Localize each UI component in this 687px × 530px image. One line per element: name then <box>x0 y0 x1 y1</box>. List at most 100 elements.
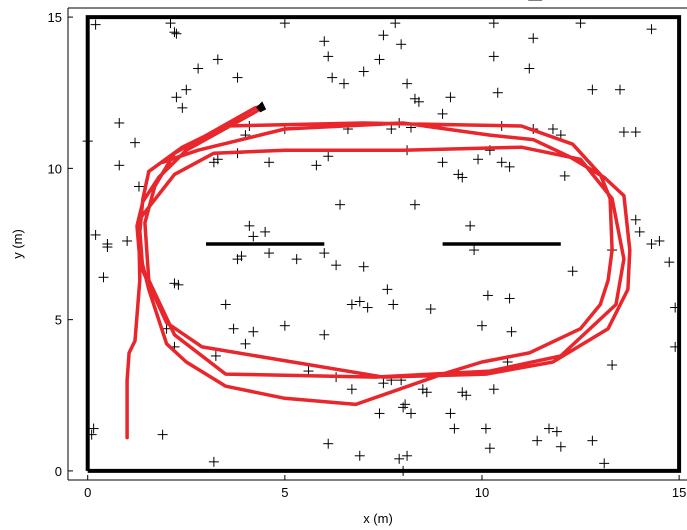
landmark-marker <box>544 423 555 434</box>
landmark-marker <box>382 284 393 295</box>
plot-area <box>67 7 687 481</box>
landmark-marker <box>335 199 346 210</box>
landmark-marker <box>409 93 420 104</box>
landmark-marker <box>220 299 231 310</box>
landmark-marker <box>181 84 192 95</box>
landmark-marker <box>311 160 322 171</box>
walls-layer <box>85 15 682 473</box>
landmark-marker <box>177 102 188 113</box>
landmark-marker <box>630 127 641 138</box>
landmark-marker <box>396 39 407 50</box>
landmark-marker <box>279 18 290 29</box>
landmarks-layer <box>82 0 681 476</box>
landmark-marker <box>634 226 645 237</box>
x-axis-title: x (m) <box>363 511 393 526</box>
landmark-marker <box>587 84 598 95</box>
landmark-marker <box>354 450 365 461</box>
landmark-marker <box>279 320 290 331</box>
robot-pose-marker <box>256 101 267 113</box>
landmark-marker <box>244 220 255 231</box>
landmark-marker <box>232 72 243 83</box>
landmark-marker <box>86 429 97 440</box>
landmark-marker <box>331 260 342 271</box>
landmark-marker <box>654 235 665 246</box>
landmark-marker <box>402 78 413 89</box>
landmark-marker <box>358 66 369 77</box>
landmark-marker <box>394 453 405 464</box>
landmark-marker <box>437 157 448 168</box>
boundary-wall <box>85 15 682 473</box>
landmark-marker <box>374 408 385 419</box>
landmark-marker <box>169 278 180 289</box>
landmark-marker <box>346 299 357 310</box>
landmark-marker <box>240 338 251 349</box>
landmark-marker <box>587 435 598 446</box>
landmark-marker <box>264 157 275 168</box>
y-tick-label: 0 <box>55 464 62 479</box>
landmark-marker <box>232 254 243 265</box>
landmark-marker <box>82 136 93 147</box>
landmark-marker <box>532 435 543 446</box>
landmark-marker <box>445 92 456 103</box>
landmark-marker <box>386 124 397 135</box>
robot-trajectory <box>125 104 632 440</box>
landmark-marker <box>323 51 334 62</box>
landmark-marker <box>417 384 428 395</box>
landmark-marker <box>130 137 141 148</box>
y-tick-label: 10 <box>48 161 62 176</box>
landmark-marker <box>469 245 480 256</box>
x-tick-label: 10 <box>475 485 489 500</box>
landmark-marker <box>169 27 180 38</box>
landmark-marker <box>390 18 401 29</box>
landmark-marker <box>323 438 334 449</box>
landmark-marker <box>437 108 448 119</box>
landmark-marker <box>473 154 484 165</box>
landmark-marker <box>114 117 125 128</box>
landmark-marker <box>506 326 517 337</box>
landmark-marker <box>488 384 499 395</box>
x-axis-ticks: 0 5 10 15 <box>84 475 686 500</box>
landmark-marker <box>362 302 373 313</box>
landmark-marker <box>248 231 259 242</box>
landmark-marker <box>646 24 657 35</box>
landmark-marker <box>488 18 499 29</box>
landmark-marker <box>171 28 182 39</box>
landmark-marker <box>388 299 399 310</box>
y-tick-label: 5 <box>55 313 62 328</box>
landmark-marker <box>133 181 144 192</box>
landmark-marker <box>374 54 385 65</box>
x-tick-label: 0 <box>84 485 91 500</box>
y-axis-ticks: 0 5 10 15 <box>48 10 73 479</box>
landmark-marker <box>547 124 558 135</box>
x-tick-label: 5 <box>281 485 288 500</box>
landmark-marker <box>327 72 338 83</box>
landmark-marker <box>614 84 625 95</box>
landmark-marker <box>457 172 468 183</box>
landmark-marker <box>449 423 460 434</box>
landmark-marker <box>528 33 539 44</box>
landmark-marker <box>88 423 99 434</box>
landmark-marker <box>496 157 507 168</box>
landmark-marker <box>338 78 349 89</box>
landmark-marker <box>492 87 503 98</box>
landmark-marker <box>575 18 586 29</box>
landmark-marker <box>378 30 389 41</box>
landmark-marker <box>165 18 176 29</box>
landmark-marker <box>264 248 275 259</box>
y-axis-title: y (m) <box>10 229 25 259</box>
landmark-marker <box>171 92 182 103</box>
landmark-marker <box>445 408 456 419</box>
landmark-marker <box>465 220 476 231</box>
landmark-marker <box>319 248 330 259</box>
landmark-marker <box>212 54 223 65</box>
landmark-marker <box>425 304 436 315</box>
landmark-marker <box>567 266 578 277</box>
landmark-marker <box>354 296 365 307</box>
landmark-marker <box>484 443 495 454</box>
landmark-marker <box>228 323 239 334</box>
landmark-marker <box>555 441 566 452</box>
landmark-marker <box>409 199 420 210</box>
landmark-marker <box>504 293 515 304</box>
landmark-marker <box>476 320 487 331</box>
